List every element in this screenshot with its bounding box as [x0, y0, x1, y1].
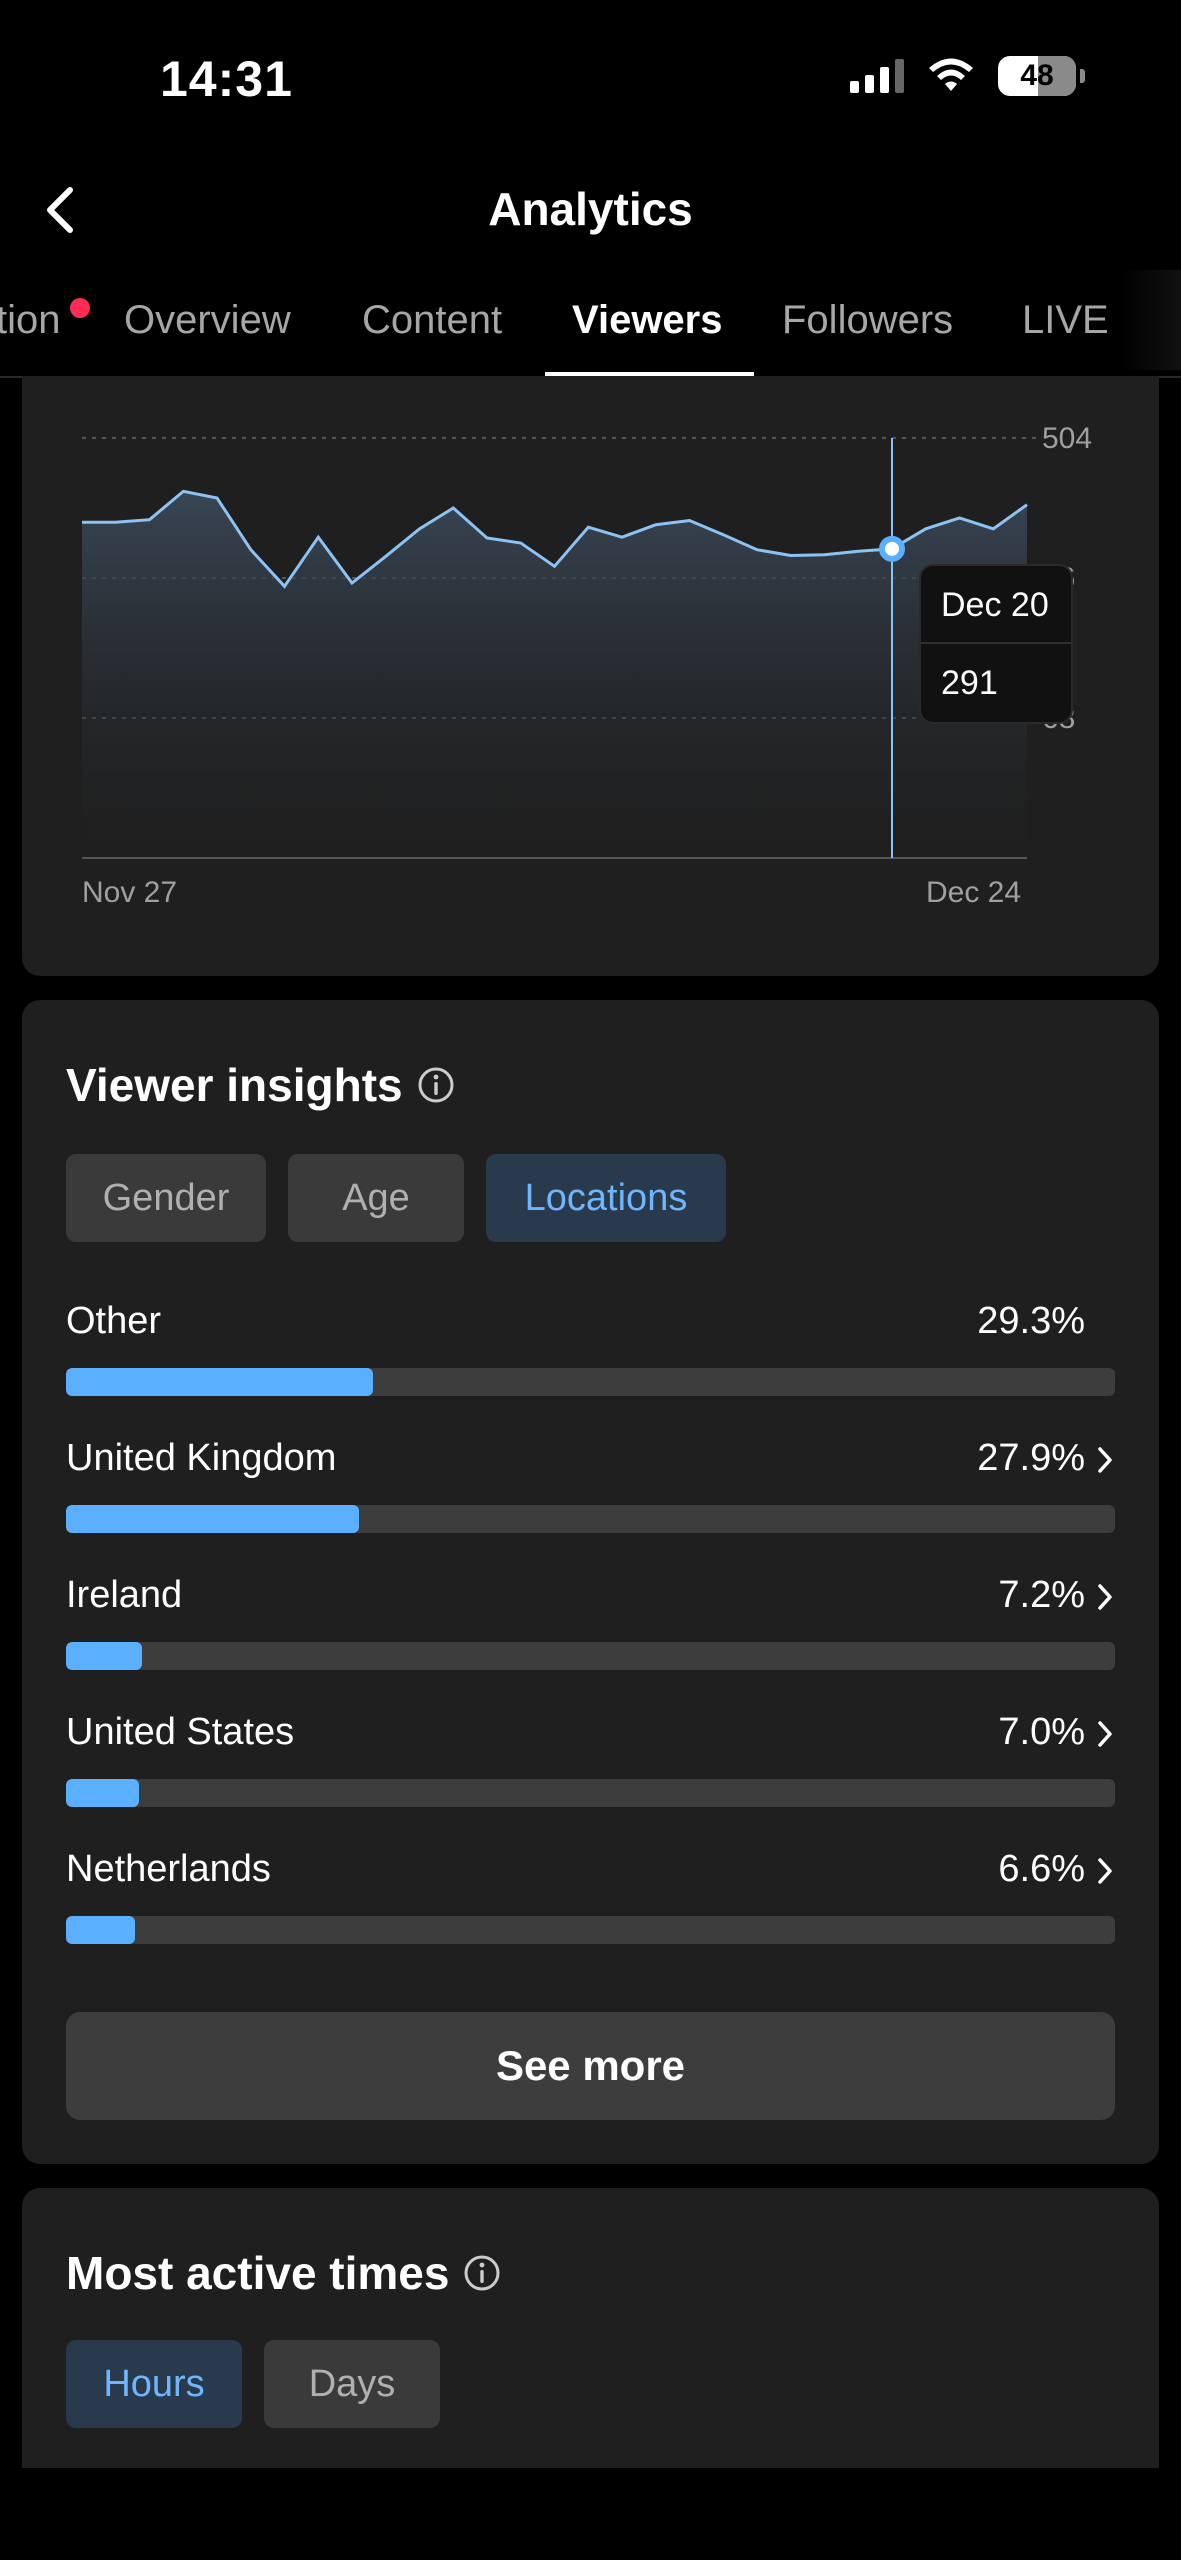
notification-dot: [70, 298, 90, 318]
back-arrow-icon[interactable]: [36, 180, 86, 240]
most-active-times-title: Most active times: [66, 2247, 450, 2299]
x-axis-start-label: Nov 27: [82, 876, 178, 909]
viewer-insights-title: Viewer insights: [66, 1059, 403, 1111]
location-bar-fill: [66, 1642, 142, 1670]
tab-bar: tion Overview Content Viewers Followers …: [0, 260, 1181, 378]
location-row[interactable]: United States 7.0%: [66, 1711, 1115, 1831]
pill-age[interactable]: Age: [288, 1154, 464, 1242]
header: Analytics: [0, 160, 1181, 260]
tab-inspiration[interactable]: tion: [0, 298, 61, 342]
chevron-right-icon: [1098, 1447, 1112, 1473]
battery-icon: 48: [998, 56, 1085, 96]
see-more-button[interactable]: See more: [66, 2012, 1115, 2120]
status-icons: 48: [850, 56, 1085, 96]
tab-followers[interactable]: Followers: [782, 298, 954, 342]
tab-overview[interactable]: Overview: [124, 298, 291, 342]
pill-locations[interactable]: Locations: [486, 1154, 726, 1242]
chart-area: [82, 491, 1027, 858]
location-name: United States: [66, 1711, 295, 1753]
chart-line: [82, 489, 1028, 589]
viewers-chart-card: 5043668 Dec 20 291 Nov 27 Dec 24: [22, 376, 1159, 976]
location-percent: 7.0%: [998, 1711, 1085, 1753]
location-percent: 7.2%: [998, 1574, 1085, 1616]
location-bar-fill: [66, 1779, 140, 1807]
active-tab-indicator: [545, 372, 754, 376]
location-bar-fill: [66, 1368, 374, 1396]
location-bar-fill: [66, 1916, 136, 1944]
location-bar-fill: [66, 1505, 359, 1533]
tab-live[interactable]: LIVE: [1022, 298, 1109, 342]
location-name: Netherlands: [66, 1848, 271, 1890]
location-name: Ireland: [66, 1574, 183, 1616]
location-row: Other 29.3%: [66, 1300, 1115, 1420]
location-percent: 29.3%: [977, 1300, 1085, 1342]
status-time: 14:31: [160, 51, 293, 107]
viewer-insights-heading: Viewer insights: [66, 1058, 455, 1112]
tab-content[interactable]: Content: [362, 298, 503, 342]
pill-days[interactable]: Days: [264, 2340, 440, 2428]
location-bar-track: [66, 1505, 1115, 1533]
tooltip-date: Dec 20: [941, 586, 1049, 624]
wifi-icon: [929, 58, 973, 91]
location-bar-track: [66, 1916, 1115, 1944]
location-row[interactable]: Ireland 7.2%: [66, 1574, 1115, 1694]
chevron-right-icon: [1098, 1584, 1112, 1610]
location-name: United Kingdom: [66, 1437, 337, 1479]
page-title: Analytics: [488, 183, 693, 235]
location-row[interactable]: Netherlands 6.6%: [66, 1848, 1115, 1968]
chevron-right-icon: [1098, 1858, 1112, 1884]
location-percent: 6.6%: [998, 1848, 1085, 1890]
status-bar: 14:31 48: [0, 0, 1181, 160]
y-tick-label: 504: [1042, 422, 1092, 455]
pill-gender[interactable]: Gender: [66, 1154, 266, 1242]
location-bar-track: [66, 1642, 1115, 1670]
tab-viewers[interactable]: Viewers: [572, 298, 723, 342]
battery-level: 48: [1020, 59, 1054, 92]
location-bar-track: [66, 1779, 1115, 1807]
location-name: Other: [66, 1300, 162, 1342]
location-row[interactable]: United Kingdom 27.9%: [66, 1437, 1115, 1557]
info-icon[interactable]: [463, 2254, 501, 2292]
most-active-times-card: Most active times Hours Days: [22, 2188, 1159, 2468]
chart-selected-point[interactable]: [879, 535, 905, 562]
pill-hours[interactable]: Hours: [66, 2340, 242, 2428]
chart-tooltip: Dec 20 291: [919, 564, 1073, 724]
location-bar-track: [66, 1368, 1115, 1396]
signal-icon: [850, 59, 904, 93]
x-axis-end-label: Dec 24: [926, 876, 1022, 909]
most-active-times-heading: Most active times: [66, 2246, 501, 2300]
viewer-insights-card: Viewer insights Gender Age Locations Oth…: [22, 1000, 1159, 2164]
location-percent: 27.9%: [977, 1437, 1085, 1479]
tooltip-value: 291: [941, 664, 998, 702]
info-icon[interactable]: [417, 1066, 455, 1104]
chevron-right-icon: [1098, 1721, 1112, 1747]
